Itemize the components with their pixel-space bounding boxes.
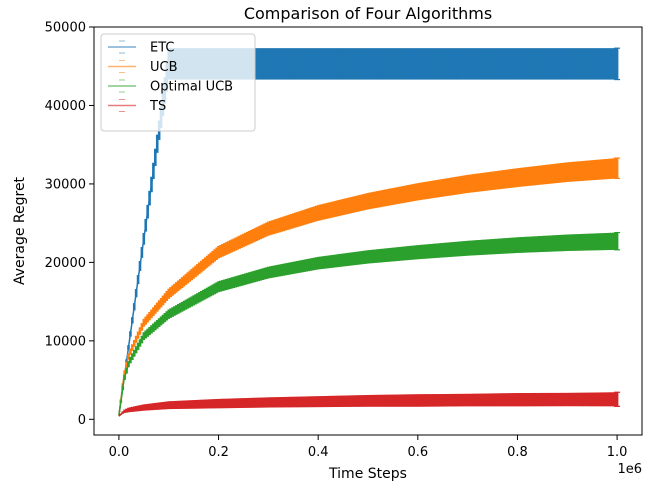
legend-label: UCB [150,60,178,75]
x-tick-label: 0.6 [407,445,428,460]
series-ts [118,391,621,417]
y-tick-label: 10000 [45,334,86,349]
series-line [118,398,618,417]
series-etc [118,47,621,416]
x-tick-label: 0.8 [507,445,528,460]
x-tick-label: 0.0 [109,445,130,460]
series-ucb [118,157,621,416]
y-tick-label: 20000 [45,256,86,271]
legend-label: ETC [150,41,174,56]
series-layer [118,47,621,417]
y-tick-label: 40000 [45,99,86,114]
y-axis: 0 10000 20000 30000 40000 50000 [45,21,94,428]
series-line [118,240,618,416]
legend: ETC UCB Optimal UCB TS [100,33,256,132]
plot-frame [93,26,643,436]
legend-item: UCB [108,60,178,75]
legend-item: ETC [108,40,174,56]
legend-label: TS [149,99,166,114]
y-axis-label: Average Regret [12,176,28,285]
x-axis-label: Time Steps [328,466,407,482]
legend-item: TS [108,99,166,114]
x-tick-label: 0.4 [308,445,329,460]
x-axis: 0.0 0.2 0.4 0.6 0.8 1.0 [109,435,628,460]
x-offset-text: 1e6 [617,462,642,477]
y-tick-label: 50000 [45,21,86,36]
legend-label: Optimal UCB [150,80,233,95]
legend-item: Optimal UCB [108,79,233,95]
chart-title: Comparison of Four Algorithms [244,4,492,23]
series-optimal-ucb [118,231,621,416]
legend-box [100,33,256,132]
x-tick-label: 0.2 [208,445,229,460]
y-tick-label: 30000 [45,177,86,192]
series-line [118,167,618,416]
x-tick-label: 1.0 [607,445,628,460]
y-tick-label: 0 [78,413,86,428]
